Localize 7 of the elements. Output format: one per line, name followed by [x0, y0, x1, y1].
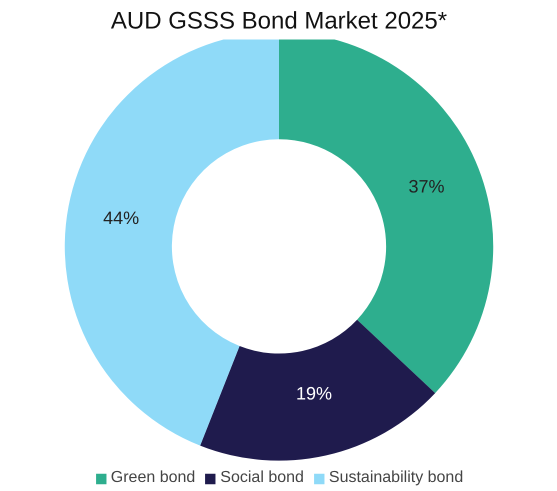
legend-label: Social bond	[220, 469, 304, 487]
legend-label: Green bond	[110, 469, 196, 487]
legend-label: Sustainability bond	[328, 469, 464, 487]
chart-title: AUD GSSS Bond Market 2025*	[110, 8, 448, 34]
data-label: 37%	[408, 176, 444, 197]
data-label: 44%	[103, 208, 140, 228]
data-label: 19%	[296, 383, 332, 404]
